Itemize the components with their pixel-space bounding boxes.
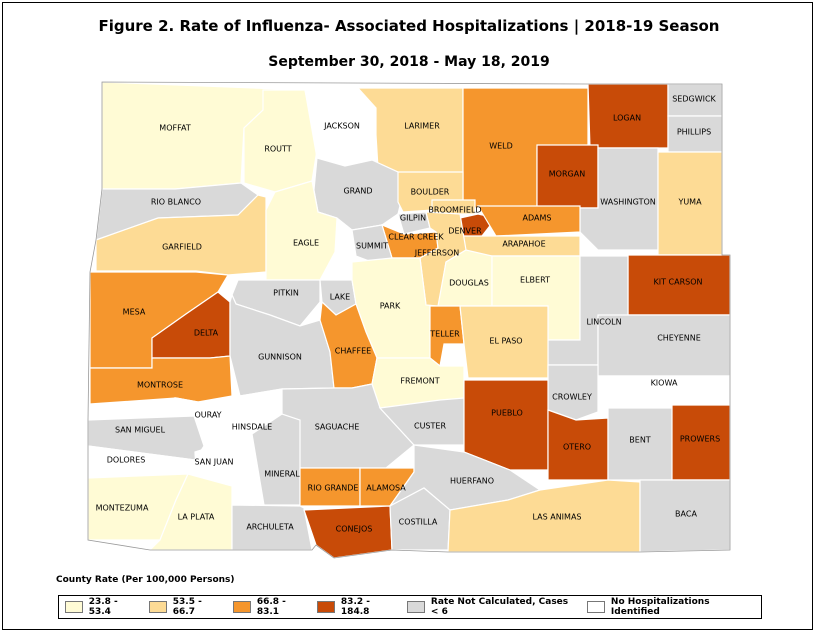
- figure-subtitle: September 30, 2018 - May 18, 2019: [268, 54, 550, 70]
- county-label-jackson: JACKSON: [323, 122, 360, 131]
- county-label-logan: LOGAN: [613, 114, 641, 123]
- legend-swatch: [587, 601, 605, 613]
- legend-item: 53.5 - 66.7: [149, 597, 223, 617]
- county-label-otero: OTERO: [563, 443, 591, 452]
- legend-item: 83.2 - 184.8: [317, 597, 397, 617]
- legend-title: County Rate (Per 100,000 Persons): [56, 575, 235, 585]
- legend-item: 23.8 - 53.4: [65, 597, 139, 617]
- county-mineral: [251, 413, 301, 506]
- legend-label: 83.2 - 184.8: [340, 597, 370, 617]
- county-label-broomfield: BROOMFIELD: [428, 206, 481, 215]
- legend-label: Rate Not Calculated, Cases < 6: [430, 597, 569, 617]
- legend-item: Rate Not Calculated, Cases < 6: [407, 597, 577, 617]
- county-label-rio-grande: RIO GRANDE: [308, 484, 359, 493]
- legend-label: 53.5 - 66.7: [172, 597, 202, 617]
- county-label-costilla: COSTILLA: [399, 518, 438, 527]
- county-label-alamosa: ALAMOSA: [366, 484, 406, 493]
- legend-label: No Hospitalizations Identified: [610, 597, 710, 617]
- county-label-fremont: FREMONT: [400, 377, 439, 386]
- county-label-routt: ROUTT: [264, 145, 291, 154]
- county-label-gilpin: GILPIN: [400, 214, 426, 223]
- county-label-mesa: MESA: [123, 308, 146, 317]
- county-san-juan: [194, 445, 233, 481]
- legend-label: 23.8 - 53.4: [88, 597, 118, 617]
- county-label-hinsdale: HINSDALE: [232, 423, 272, 432]
- figure-title: Figure 2. Rate of Influenza- Associated …: [98, 17, 720, 35]
- legend-box: 23.8 - 53.4 53.5 - 66.7 66.8 - 83.1 83.2 - …: [58, 595, 762, 619]
- county-label-elbert: ELBERT: [520, 276, 550, 285]
- legend-swatch: [233, 601, 251, 613]
- county-label-cheyenne: CHEYENNE: [657, 334, 701, 343]
- county-label-gunnison: GUNNISON: [258, 353, 302, 362]
- county-label-conejos: CONEJOS: [336, 525, 373, 534]
- county-label-denver: DENVER: [448, 227, 482, 236]
- county-label-prowers: PROWERS: [680, 435, 720, 444]
- county-label-bent: BENT: [629, 436, 651, 445]
- county-label-boulder: BOULDER: [411, 188, 450, 197]
- county-label-lincoln: LINCOLN: [586, 318, 621, 327]
- county-label-park: PARK: [380, 302, 401, 311]
- legend-item: 66.8 - 83.1: [233, 597, 307, 617]
- county-label-crowley: CROWLEY: [552, 393, 592, 402]
- county-archuleta: [231, 504, 313, 551]
- county-el-paso: [459, 305, 549, 379]
- legend-swatch: [149, 601, 167, 613]
- county-label-rio-blanco: RIO BLANCO: [151, 198, 201, 207]
- county-label-sedgwick: SEDGWICK: [672, 95, 716, 104]
- county-label-custer: CUSTER: [414, 422, 446, 431]
- legend-label: 66.8 - 83.1: [256, 597, 286, 617]
- county-label-arapahoe: ARAPAHOE: [502, 240, 545, 249]
- county-label-ouray: OURAY: [194, 411, 221, 420]
- county-label-dolores: DOLORES: [107, 456, 146, 465]
- county-label-montezuma: MONTEZUMA: [96, 504, 149, 513]
- county-label-grand: GRAND: [343, 187, 372, 196]
- county-label-mineral: MINERAL: [264, 470, 300, 479]
- county-label-kiowa: KIOWA: [651, 379, 678, 388]
- county-label-adams: ADAMS: [523, 214, 552, 223]
- legend-swatch: [317, 601, 335, 613]
- county-label-archuleta: ARCHULETA: [246, 523, 294, 532]
- county-label-lake: LAKE: [330, 293, 350, 302]
- county-label-eagle: EAGLE: [293, 239, 319, 248]
- legend-item: No Hospitalizations Identified: [587, 597, 751, 617]
- county-label-garfield: GARFIELD: [162, 243, 202, 252]
- county-label-washington: WASHINGTON: [600, 198, 655, 207]
- county-label-weld: WELD: [489, 142, 513, 151]
- county-label-morgan: MORGAN: [549, 170, 585, 179]
- legend-swatch: [65, 601, 83, 613]
- county-label-teller: TELLER: [429, 330, 460, 339]
- county-label-montrose: MONTROSE: [137, 381, 183, 390]
- county-label-pitkin: PITKIN: [273, 289, 299, 298]
- county-label-las-animas: LAS ANIMAS: [532, 513, 581, 522]
- county-broomfield: [431, 199, 476, 215]
- county-label-larimer: LARIMER: [404, 122, 440, 131]
- county-montrose: [89, 355, 233, 405]
- county-label-pueblo: PUEBLO: [491, 409, 523, 418]
- county-label-phillips: PHILLIPS: [677, 128, 711, 137]
- county-label-yuma: YUMA: [677, 198, 702, 207]
- county-label-saguache: SAGUACHE: [315, 423, 360, 432]
- county-label-clear-creek: CLEAR CREEK: [388, 233, 444, 242]
- county-adams: [476, 205, 581, 237]
- county-label-el-paso: EL PASO: [489, 337, 522, 346]
- county-label-douglas: DOUGLAS: [449, 279, 489, 288]
- county-label-jefferson: JEFFERSON: [414, 249, 460, 258]
- county-label-chaffee: CHAFFEE: [335, 347, 371, 356]
- county-label-san-juan: SAN JUAN: [195, 458, 234, 467]
- county-label-la-plata: LA PLATA: [178, 513, 215, 522]
- county-pueblo: [463, 379, 549, 471]
- state-outline: [87, 81, 731, 559]
- county-label-huerfano: HUERFANO: [450, 477, 494, 486]
- county-label-kit-carson: KIT CARSON: [653, 278, 702, 287]
- county-label-summit: SUMMIT: [356, 242, 388, 251]
- county-label-delta: DELTA: [194, 329, 219, 338]
- county-label-baca: BACA: [675, 510, 697, 519]
- legend-swatch: [407, 601, 425, 613]
- county-label-san-miguel: SAN MIGUEL: [115, 426, 166, 435]
- county-label-moffat: MOFFAT: [159, 124, 191, 133]
